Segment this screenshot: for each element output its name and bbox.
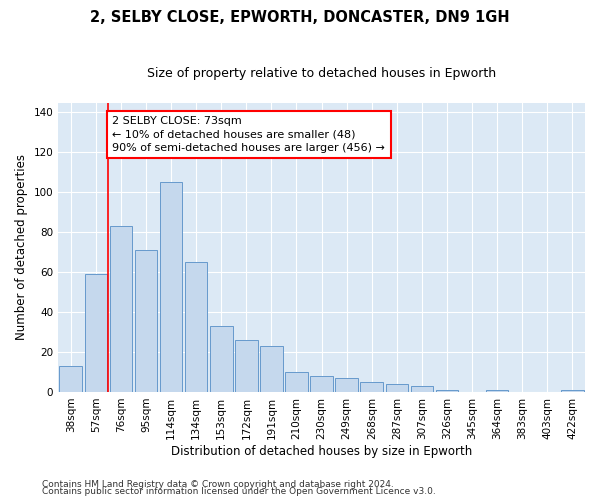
Bar [361,382,383,392]
Bar [410,386,433,392]
Bar [210,326,233,392]
Bar [386,384,408,392]
X-axis label: Distribution of detached houses by size in Epworth: Distribution of detached houses by size … [171,444,472,458]
Bar [235,340,257,392]
Bar [561,390,584,392]
Bar [160,182,182,392]
Bar [486,390,508,392]
Bar [185,262,208,392]
Text: Contains HM Land Registry data © Crown copyright and database right 2024.: Contains HM Land Registry data © Crown c… [42,480,394,489]
Bar [285,372,308,392]
Bar [436,390,458,392]
Bar [335,378,358,392]
Y-axis label: Number of detached properties: Number of detached properties [15,154,28,340]
Text: Contains public sector information licensed under the Open Government Licence v3: Contains public sector information licen… [42,487,436,496]
Bar [85,274,107,392]
Bar [110,226,132,392]
Bar [59,366,82,392]
Text: 2, SELBY CLOSE, EPWORTH, DONCASTER, DN9 1GH: 2, SELBY CLOSE, EPWORTH, DONCASTER, DN9 … [90,10,510,25]
Bar [260,346,283,392]
Bar [310,376,333,392]
Title: Size of property relative to detached houses in Epworth: Size of property relative to detached ho… [147,68,496,80]
Text: 2 SELBY CLOSE: 73sqm
← 10% of detached houses are smaller (48)
90% of semi-detac: 2 SELBY CLOSE: 73sqm ← 10% of detached h… [112,116,385,153]
Bar [134,250,157,392]
